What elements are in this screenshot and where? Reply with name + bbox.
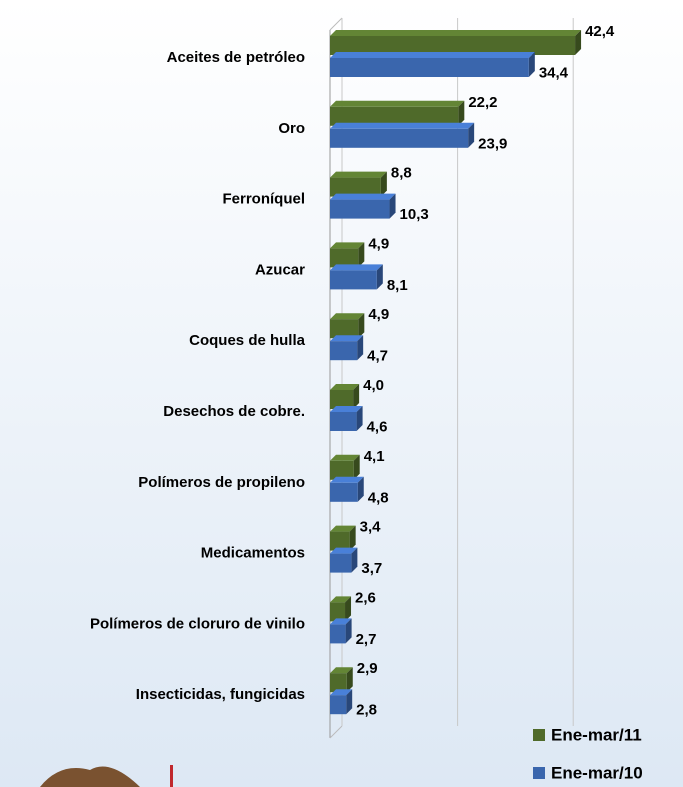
bar <box>330 602 346 622</box>
value-label: 42,4 <box>585 23 615 40</box>
bar-side <box>376 264 383 290</box>
category-label: Medicamentos <box>201 545 305 562</box>
value-label: 23,9 <box>478 135 507 152</box>
axis-depth <box>329 725 343 739</box>
bar <box>330 390 354 409</box>
bar <box>330 482 358 502</box>
legend-swatch <box>533 767 545 779</box>
category-label: Aceites de petróleo <box>167 49 305 66</box>
value-label: 4,7 <box>367 348 388 365</box>
value-label: 2,6 <box>355 589 376 606</box>
bar-top <box>330 618 352 625</box>
bar-side <box>357 335 364 361</box>
bar-side <box>358 242 365 268</box>
bar <box>330 248 359 268</box>
bar-side <box>346 667 353 693</box>
value-label: 3,4 <box>360 519 382 536</box>
category-label: Oro <box>278 120 305 137</box>
value-label: 10,3 <box>400 206 429 223</box>
bar-side <box>458 100 465 126</box>
category-label: Polímeros de propileno <box>138 474 305 491</box>
bar-top <box>330 476 364 483</box>
bar <box>330 58 529 77</box>
bar-top <box>330 193 396 200</box>
bar-side <box>351 547 358 573</box>
bar-top <box>330 100 465 107</box>
value-label: 22,2 <box>468 94 497 111</box>
bar-top <box>330 525 356 532</box>
bar <box>330 553 352 573</box>
bar <box>330 624 346 644</box>
bar-top <box>330 689 353 696</box>
bar-side <box>380 171 387 197</box>
bar <box>330 128 469 148</box>
bar <box>330 106 459 126</box>
category-label: Polímeros de cloruro de vinilo <box>90 615 305 632</box>
bar <box>330 673 347 693</box>
bar-side <box>353 384 360 409</box>
category-label: Desechos de cobre. <box>163 403 305 420</box>
legend-label: Ene-mar/10 <box>551 763 643 782</box>
bar <box>330 412 357 431</box>
value-label: 4,0 <box>363 377 384 394</box>
bar-top <box>330 242 365 249</box>
bar-side <box>357 476 364 502</box>
logo <box>40 765 173 787</box>
bar-top <box>330 264 383 271</box>
bar-top <box>330 122 475 129</box>
bar-top <box>330 406 363 412</box>
bar-side <box>353 454 360 480</box>
bar-side <box>575 30 582 55</box>
category-label: Insecticidas, fungicidas <box>136 686 305 703</box>
value-label: 4,1 <box>364 448 385 465</box>
value-label: 34,4 <box>539 64 569 81</box>
bar <box>330 199 390 219</box>
value-label: 8,8 <box>391 165 412 182</box>
value-label: 4,6 <box>367 418 388 435</box>
bar-top <box>330 313 365 320</box>
bar <box>330 270 377 290</box>
value-label: 8,1 <box>387 277 408 294</box>
category-label: Coques de hulla <box>189 332 306 349</box>
bar-top <box>330 52 535 58</box>
bar <box>330 531 350 551</box>
legend-swatch <box>533 729 545 741</box>
bar-side <box>356 406 363 431</box>
bar-top <box>330 454 360 461</box>
bar-top <box>330 30 582 36</box>
value-label: 2,7 <box>356 631 377 648</box>
category-label: Azucar <box>255 261 305 278</box>
bar <box>330 460 354 480</box>
value-label: 4,8 <box>368 489 389 506</box>
bar <box>330 177 381 197</box>
axis-depth <box>329 17 343 31</box>
bar-side <box>358 313 365 339</box>
bar-top <box>330 335 364 342</box>
bar-side <box>468 122 475 148</box>
value-label: 3,7 <box>361 560 382 577</box>
bar-top <box>330 547 358 554</box>
bar-top <box>330 667 353 674</box>
bar-side <box>528 52 535 77</box>
bar <box>330 319 359 339</box>
bar <box>330 341 358 361</box>
value-label: 4,9 <box>368 306 389 323</box>
bar-side <box>346 689 353 715</box>
category-label: Ferroníquel <box>222 191 305 208</box>
bar-side <box>349 525 356 551</box>
bar <box>330 695 347 715</box>
bar-side <box>345 596 352 622</box>
legend-label: Ene-mar/11 <box>551 725 642 744</box>
bar-top <box>330 384 360 390</box>
bar-side <box>345 618 352 644</box>
bar-top <box>330 596 352 603</box>
bar <box>330 36 576 55</box>
value-label: 2,9 <box>357 660 378 677</box>
value-label: 4,9 <box>368 235 389 252</box>
bar-top <box>330 171 387 178</box>
value-label: 2,8 <box>356 702 377 719</box>
bar-side <box>389 193 396 219</box>
